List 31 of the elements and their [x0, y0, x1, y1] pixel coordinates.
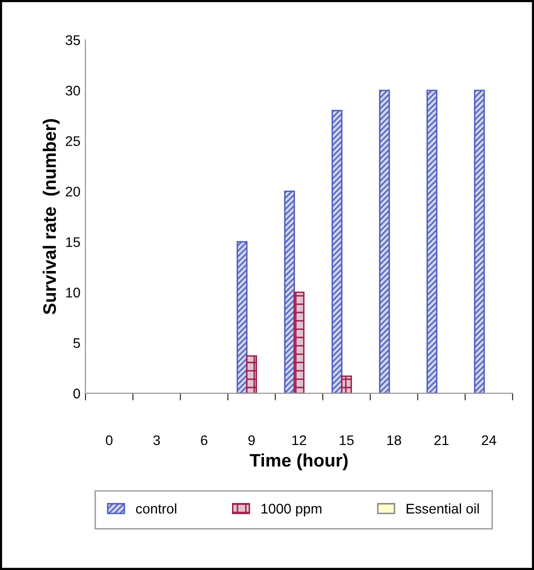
bar: [341, 375, 352, 394]
x-tick-label: 12: [292, 435, 306, 446]
y-tick-label: 5: [73, 338, 80, 348]
bar: [284, 190, 295, 394]
y-tick-label: 25: [66, 136, 80, 146]
y-tick-label: 0: [73, 388, 80, 398]
x-tick-label: 3: [153, 435, 160, 446]
x-axis-title: Time (hour): [250, 453, 348, 470]
bar: [474, 90, 485, 394]
legend-label: 1000 ppm: [262, 504, 322, 516]
y-tick-label: 35: [66, 35, 80, 46]
y-axis-title: Survival rate (number): [42, 119, 60, 314]
x-tick-label: 18: [387, 435, 402, 446]
bar: [426, 90, 438, 394]
x-tick-label: 0: [106, 435, 112, 446]
y-tick-label: 30: [66, 86, 80, 96]
y-tick-label: 10: [66, 288, 80, 298]
x-tick-label: 21: [434, 435, 448, 446]
legend-label: Essential oil: [406, 503, 479, 514]
legend-label: control: [136, 503, 176, 514]
x-tick-label: 6: [200, 435, 208, 446]
bar: [246, 355, 258, 394]
bar: [236, 241, 248, 394]
bar: [379, 90, 390, 394]
bar: [294, 292, 304, 394]
bar: [332, 110, 342, 394]
y-tick-label: 20: [66, 186, 80, 197]
x-tick-label: 24: [482, 435, 496, 446]
x-tick-label: 15: [340, 435, 354, 446]
x-tick-label: 9: [248, 435, 255, 446]
y-tick-label: 15: [66, 237, 80, 248]
